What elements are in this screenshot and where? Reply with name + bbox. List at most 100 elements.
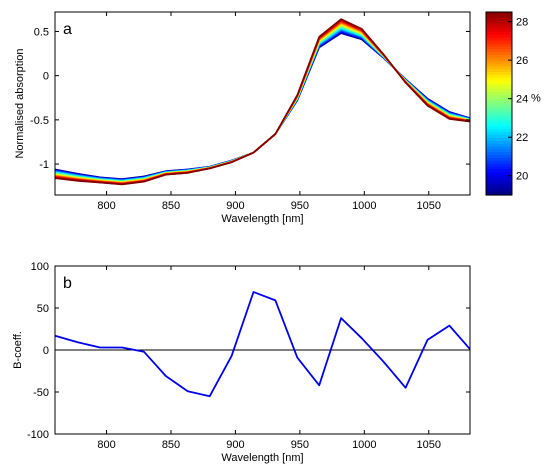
colorbar-segment	[486, 192, 512, 196]
y-tick-label: 50	[37, 303, 49, 315]
x-tick-label: 1000	[352, 439, 376, 451]
y-axis-label: Normalised absorption	[14, 48, 26, 158]
spectrum-line	[54, 27, 471, 182]
colorbar-segment	[486, 54, 512, 59]
b-coeff-line	[54, 291, 471, 398]
colorbar-segment	[486, 120, 512, 125]
x-tick-label: 900	[226, 200, 244, 212]
colorbar-segment	[486, 186, 512, 190]
spectrum-line	[54, 23, 471, 184]
spectrum-line	[54, 26, 471, 182]
colorbar-tick-label: 20	[516, 171, 528, 183]
spectrum-line	[54, 22, 471, 184]
colorbar-tick-label: 24	[516, 94, 528, 106]
spectrum-line	[54, 22, 471, 184]
x-tick-label: 1000	[352, 200, 376, 212]
colorbar-segment	[486, 86, 512, 90]
colorbar-segment	[486, 117, 512, 122]
y-tick-label: -1	[39, 159, 49, 171]
colorbar-segment	[486, 97, 512, 102]
spectrum-line	[54, 29, 471, 181]
colorbar-segment	[486, 77, 512, 82]
colorbar-segment	[486, 66, 512, 70]
spectrum-line	[54, 25, 471, 183]
colorbar-segment	[486, 69, 512, 73]
colorbar-segment	[486, 146, 512, 150]
colorbar-segment	[486, 92, 512, 96]
x-tick-label: 800	[97, 200, 115, 212]
colorbar-segment	[486, 57, 512, 62]
colorbar-segment	[486, 72, 512, 76]
colorbar-segment	[486, 34, 512, 39]
colorbar-segment	[486, 83, 512, 87]
y-tick-label: 0	[43, 345, 49, 357]
spectrum-line	[54, 24, 471, 183]
colorbar-segment	[486, 143, 512, 147]
colorbar-segment	[486, 89, 512, 93]
colorbar-label: %	[531, 93, 541, 105]
x-tick-label: 1050	[417, 439, 441, 451]
colorbar-segment	[486, 154, 512, 159]
colorbar-segment	[486, 40, 512, 45]
x-axis-label: Wavelength [nm]	[221, 213, 303, 225]
y-tick-label: -50	[33, 387, 49, 399]
x-tick-label: 850	[162, 200, 180, 212]
y-tick-label: -0.5	[30, 115, 49, 127]
y-tick-label: 100	[31, 261, 49, 273]
colorbar-segment	[486, 114, 512, 119]
colorbar-segment	[486, 189, 512, 193]
spectrum-line	[54, 19, 471, 185]
colorbar-segment	[486, 20, 512, 25]
colorbar-segment	[486, 123, 512, 127]
colorbar-segment	[486, 149, 512, 153]
colorbar-segment	[486, 166, 512, 170]
colorbar-segment	[486, 52, 512, 56]
colorbar-segment	[486, 12, 512, 16]
colorbar-segment	[486, 177, 512, 182]
colorbar-segment	[486, 29, 512, 33]
colorbar-segment	[486, 174, 512, 179]
panel-label: a	[63, 21, 72, 38]
colorbar-segment	[486, 109, 512, 113]
colorbar-segment	[486, 23, 512, 27]
panel-label: b	[63, 275, 72, 292]
colorbar-segment	[486, 152, 512, 156]
colorbar-segment	[486, 43, 512, 47]
x-tick-label: 850	[162, 439, 180, 451]
spectrum-line	[54, 32, 471, 180]
colorbar-segment	[486, 140, 512, 145]
colorbar-segment	[486, 180, 512, 185]
spectrum-line	[54, 26, 471, 183]
colorbar-segment	[486, 129, 512, 133]
colorbar-segment	[486, 49, 512, 53]
colorbar-segment	[486, 74, 512, 79]
x-tick-label: 950	[291, 200, 309, 212]
colorbar-segment	[486, 132, 512, 136]
colorbar-segment	[486, 63, 512, 67]
colorbar-segment	[486, 60, 512, 65]
colorbar-segment	[486, 157, 512, 162]
colorbar-segment	[486, 103, 512, 107]
spectrum-line	[54, 18, 471, 185]
colorbar-segment	[486, 100, 512, 105]
colorbar-tick-label: 28	[516, 17, 528, 29]
spectrum-line	[54, 21, 471, 185]
colorbar-segment	[486, 17, 512, 22]
spectrum-line	[54, 28, 471, 182]
x-tick-label: 800	[97, 439, 115, 451]
colorbar-segment	[486, 46, 512, 50]
panel-a-frame	[54, 11, 471, 196]
y-axis-label: B-coeff.	[12, 331, 24, 369]
y-tick-label: 0	[43, 71, 49, 83]
spectrum-line	[54, 21, 471, 184]
colorbar-segment	[486, 160, 512, 165]
colorbar-segment	[486, 94, 512, 99]
spectrum-line	[54, 27, 471, 182]
spectrum-line	[54, 23, 471, 184]
colorbar-segment	[486, 137, 512, 142]
colorbar-segment	[486, 32, 512, 36]
colorbar-segment	[486, 169, 512, 173]
y-tick-label: -100	[27, 429, 49, 441]
colorbar-tick-label: 22	[516, 132, 528, 144]
